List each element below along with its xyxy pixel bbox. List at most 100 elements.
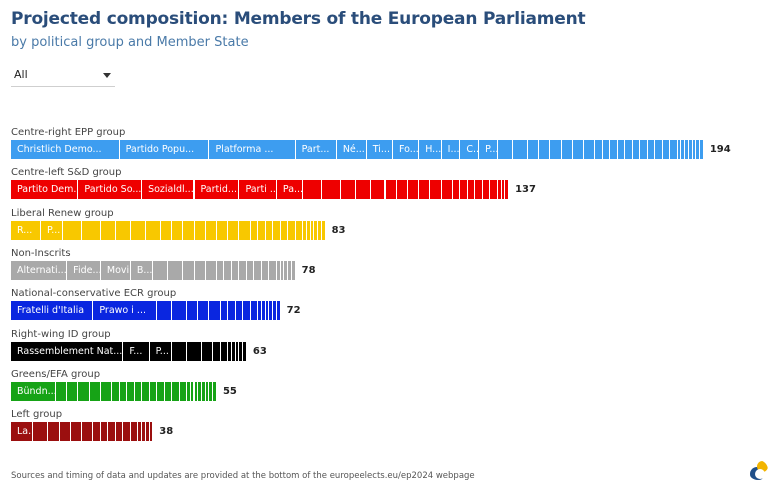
- bar-segment-party[interactable]: [216, 220, 229, 240]
- bar-segment-party[interactable]: [134, 381, 143, 401]
- bar-segment-party[interactable]: [145, 422, 150, 442]
- bar-segment-party[interactable]: [430, 180, 442, 200]
- bar-segment-party[interactable]: [198, 301, 210, 321]
- bar-segment-party[interactable]: [340, 180, 356, 200]
- bar-segment-party[interactable]: [198, 381, 202, 401]
- bar-segment-party[interactable]: [276, 260, 281, 280]
- bar-segment-party[interactable]: [89, 381, 101, 401]
- bar-segment-party[interactable]: Né...: [336, 140, 367, 159]
- bar-segment-party[interactable]: [142, 381, 150, 401]
- bar-segment-party[interactable]: [187, 301, 199, 321]
- bar-segment-party[interactable]: [269, 260, 277, 280]
- bar-segment-party[interactable]: [100, 422, 109, 442]
- bar-segment-party[interactable]: Part...: [295, 140, 337, 159]
- bar-segment-party[interactable]: [385, 180, 397, 200]
- bar-segment-party[interactable]: [231, 260, 240, 280]
- bar-segment-party[interactable]: [688, 140, 693, 159]
- bar-segment-party[interactable]: Partido So...: [78, 180, 143, 200]
- bar-segment-party[interactable]: [183, 260, 195, 280]
- bar-segment-party[interactable]: [595, 140, 603, 159]
- bar-segment-party[interactable]: [115, 220, 131, 240]
- bar-segment-party[interactable]: [512, 140, 528, 159]
- bar-segment-party[interactable]: [190, 381, 195, 401]
- bar-segment-party[interactable]: [33, 422, 49, 442]
- bar-segment-party[interactable]: [291, 260, 296, 280]
- bar-segment-party[interactable]: [288, 220, 296, 240]
- bar-segment-party[interactable]: [138, 422, 143, 442]
- bar-segment-party[interactable]: [265, 220, 274, 240]
- bar-segment-party[interactable]: [239, 260, 247, 280]
- bar-segment-party[interactable]: [497, 180, 502, 200]
- bar-segment-party[interactable]: [112, 381, 120, 401]
- bar-segment-party[interactable]: [130, 220, 146, 240]
- bar-segment-party[interactable]: [216, 260, 225, 280]
- bar-segment-party[interactable]: [93, 422, 101, 442]
- bar-segment-party[interactable]: [239, 220, 251, 240]
- bar-segment-party[interactable]: [108, 422, 116, 442]
- bar-segment-party[interactable]: [475, 180, 483, 200]
- bar-segment-party[interactable]: La...: [11, 422, 34, 442]
- bar-segment-party[interactable]: [194, 381, 199, 401]
- bar-segment-party[interactable]: [288, 260, 292, 280]
- bar-segment-party[interactable]: [250, 220, 259, 240]
- bar-segment-party[interactable]: [243, 341, 247, 361]
- bar-segment-party[interactable]: [209, 301, 221, 321]
- bar-segment-party[interactable]: [677, 140, 682, 159]
- bar-segment-party[interactable]: I...: [441, 140, 461, 159]
- bar-segment-party[interactable]: [273, 220, 281, 240]
- bar-segment-party[interactable]: Christlich Demo...: [11, 140, 120, 159]
- bar-segment-party[interactable]: [452, 180, 461, 200]
- bar-segment-party[interactable]: [179, 381, 187, 401]
- bar-segment-party[interactable]: [355, 180, 371, 200]
- bar-segment-party[interactable]: [228, 220, 240, 240]
- bar-segment-party[interactable]: [172, 381, 180, 401]
- bar-segment-party[interactable]: [295, 220, 304, 240]
- bar-segment-party[interactable]: [681, 140, 686, 159]
- bar-segment-party[interactable]: [220, 301, 229, 321]
- bar-segment-party[interactable]: Partido Popu...: [119, 140, 210, 159]
- bar-segment-party[interactable]: [261, 260, 270, 280]
- bar-segment-party[interactable]: Ti...: [366, 140, 393, 159]
- bar-segment-party[interactable]: Fratelli d'Italia: [11, 301, 94, 321]
- bar-segment-party[interactable]: [67, 381, 79, 401]
- bar-segment-party[interactable]: [407, 180, 420, 200]
- bar-segment-party[interactable]: [160, 220, 173, 240]
- bar-segment-party[interactable]: F...: [123, 341, 150, 361]
- bar-segment-party[interactable]: [153, 260, 169, 280]
- bar-segment-party[interactable]: [149, 422, 154, 442]
- bar-segment-party[interactable]: [602, 140, 611, 159]
- bar-segment-party[interactable]: Prawo i ...: [93, 301, 158, 321]
- bar-segment-party[interactable]: [231, 341, 236, 361]
- bar-segment-party[interactable]: Partid...: [194, 180, 240, 200]
- bar-segment-party[interactable]: Bündn...: [11, 381, 56, 401]
- bar-segment-party[interactable]: [246, 260, 255, 280]
- bar-segment-party[interactable]: [539, 140, 551, 159]
- bar-segment-party[interactable]: [276, 301, 281, 321]
- bar-segment-party[interactable]: [655, 140, 663, 159]
- bar-segment-party[interactable]: [321, 180, 341, 200]
- bar-segment-party[interactable]: [82, 422, 94, 442]
- bar-segment-party[interactable]: [194, 260, 206, 280]
- bar-segment-party[interactable]: [194, 220, 206, 240]
- bar-segment-party[interactable]: [213, 381, 217, 401]
- bar-segment-party[interactable]: [239, 341, 244, 361]
- bar-segment-party[interactable]: [224, 260, 232, 280]
- bar-segment-party[interactable]: [280, 260, 285, 280]
- bar-segment-party[interactable]: [670, 140, 678, 159]
- bar-segment-party[interactable]: [48, 422, 60, 442]
- bar-segment-party[interactable]: [220, 341, 229, 361]
- bar-segment-party[interactable]: [572, 140, 584, 159]
- bar-segment-party[interactable]: [228, 301, 236, 321]
- bar-segment-party[interactable]: [100, 381, 113, 401]
- bar-segment-party[interactable]: [243, 301, 251, 321]
- bar-segment-party[interactable]: [201, 341, 214, 361]
- bar-segment-party[interactable]: [696, 140, 701, 159]
- bar-segment-party[interactable]: [168, 260, 184, 280]
- bar-segment-party[interactable]: [467, 180, 476, 200]
- bar-segment-party[interactable]: [419, 180, 431, 200]
- bar-segment-party[interactable]: [119, 381, 128, 401]
- bar-segment-party[interactable]: [149, 381, 158, 401]
- bar-segment-party[interactable]: [228, 341, 232, 361]
- bar-segment-party[interactable]: [269, 301, 274, 321]
- bar-segment-party[interactable]: [172, 220, 184, 240]
